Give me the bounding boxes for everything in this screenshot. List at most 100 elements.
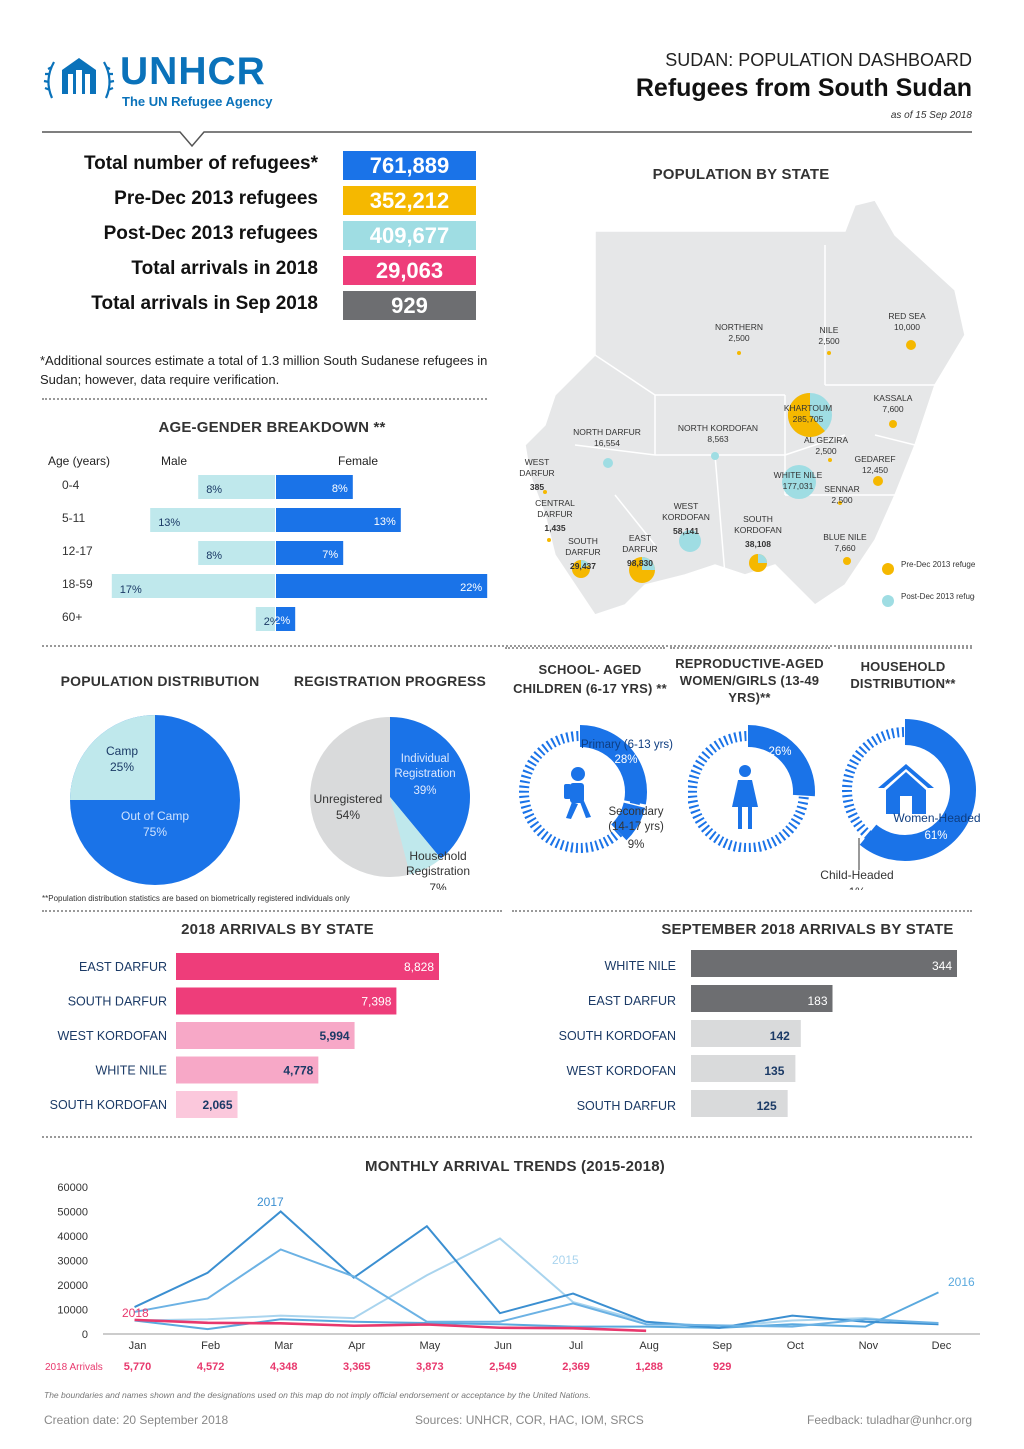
- age-label: 18-59: [62, 577, 93, 591]
- kassala-dot: [889, 420, 897, 428]
- kpi-label: Post-Dec 2013 refugees: [103, 223, 318, 244]
- arrivals-sep-state: EAST DARFUR: [588, 994, 676, 1008]
- female-bar: [276, 475, 353, 499]
- arrivals-sep-bar: [691, 1090, 788, 1117]
- northern-dot: [737, 351, 741, 355]
- state-label: NORTHERN 2,500: [715, 322, 763, 343]
- y-tick-label: 50000: [57, 1207, 88, 1219]
- male-bar: [198, 541, 275, 565]
- arrivals-sep-state: SOUTH KORDOFAN: [559, 1029, 676, 1043]
- arrivals-sep-title: SEPTEMBER 2018 ARRIVALS BY STATE: [661, 921, 954, 938]
- divider: [42, 645, 972, 647]
- female-pct: 22%: [460, 582, 482, 594]
- repro-title: REPRODUCTIVE-AGED WOMEN/GIRLS (13-49 YRS…: [675, 656, 824, 705]
- kpi-label: Total number of refugees*: [83, 153, 318, 174]
- state-label: WEST KORDOFAN 58,141: [662, 501, 710, 536]
- nile-dot: [827, 351, 831, 355]
- female-pct: 8%: [332, 483, 348, 495]
- x-tick-label: Apr: [348, 1340, 365, 1352]
- blue-nile-dot: [843, 557, 851, 565]
- arrivals-2018-value: 7,398: [361, 995, 391, 1009]
- arrivals-2018-value: 5,994: [320, 1029, 350, 1043]
- pop-dist-pie: Camp 25% Out of Camp 75%: [70, 715, 240, 885]
- divider: [42, 1136, 972, 1138]
- out-pct: 75%: [143, 825, 167, 839]
- arrivals-sep-bar: [691, 1055, 796, 1082]
- arrivals-row-value: 4,572: [197, 1361, 225, 1373]
- arrivals-row-label: 2018 Arrivals: [45, 1362, 103, 1373]
- male-pct: 8%: [206, 550, 222, 562]
- male-bar: [255, 607, 275, 631]
- arrivals-row-value: 2,549: [489, 1361, 517, 1373]
- age-gender-chart: 0-4 8% 8% 5-11 13% 13% 12-17 8% 7% 18-59 17% 22% 60+…: [62, 475, 488, 631]
- child-label: Child-Headed: [820, 868, 893, 882]
- west-kordofan-pie: [679, 530, 701, 552]
- registration-title: REGISTRATION PROGRESS: [293, 673, 487, 689]
- school-donut: Primary (6-13 yrs) 28% 9% Secondary (14-1…: [519, 725, 673, 853]
- male-pct: 13%: [158, 517, 180, 529]
- kpi-value: 761,889: [343, 151, 476, 180]
- kpi-value: 29,063: [343, 256, 476, 285]
- arrivals-2018-bar: [176, 987, 397, 1015]
- org-subtitle: The UN Refugee Agency: [122, 94, 273, 109]
- y-tick-label: 30000: [57, 1256, 88, 1268]
- male-pct: 2%: [264, 616, 280, 628]
- arrivals-2018-chart: EAST DARFUR 8,828 SOUTH DARFUR 7,398 WEST KO…: [50, 953, 439, 1118]
- state-label: EAST DARFUR 98,830: [622, 533, 657, 568]
- primary-label: Primary (6-13 yrs): [581, 739, 673, 751]
- monthly-trend-chart: 0 10000 20000 30000 40000 50000 60000 Jan Feb Mar…: [45, 1182, 980, 1373]
- series-line-2018: [134, 1318, 647, 1333]
- state-label: SOUTH KORDOFAN 38,108: [734, 514, 782, 549]
- unhcr-logo: UNHCR The UN Refugee Agency: [42, 48, 302, 118]
- y-tick-label: 0: [82, 1329, 88, 1341]
- arrivals-2018-value: 2,065: [202, 1098, 232, 1112]
- y-tick-label: 40000: [57, 1231, 88, 1243]
- child-pct: 1%: [849, 887, 866, 890]
- x-tick-label: May: [419, 1340, 440, 1352]
- secondary-pct: 9%: [628, 839, 645, 851]
- arrivals-row-value: 5,770: [124, 1361, 152, 1373]
- as-of-date: as of 15 Sep 2018: [890, 110, 972, 121]
- sudan-map: NORTHERN 2,500 NILE 2,500 RED SEA 10,000 KASSA…: [519, 199, 975, 616]
- female-bar: [276, 508, 401, 532]
- disclaimer: The boundaries and names shown and the d…: [44, 1390, 591, 1400]
- legend-pre-label: Pre-Dec 2013 refugees: [901, 560, 975, 569]
- x-tick-label: Jun: [494, 1340, 512, 1352]
- pop-dist-note: **Population distribution statistics are…: [42, 894, 350, 903]
- org-name: UNHCR: [120, 50, 266, 93]
- arrivals-sep-value: 344: [932, 959, 952, 973]
- series-label: 2015: [552, 1253, 579, 1267]
- arrivals-2018-bar: [176, 1056, 319, 1084]
- male-col-header: Male: [161, 454, 188, 468]
- legend-pre-swatch: [882, 563, 894, 575]
- sources: Sources: UNHCR, COR, HAC, IOM, SRCS: [415, 1413, 644, 1427]
- kpi-label: Pre-Dec 2013 refugees: [114, 188, 318, 209]
- arrivals-2018-state: WEST KORDOFAN: [57, 1029, 167, 1043]
- x-tick-label: Sep: [712, 1340, 732, 1352]
- women-pct: 61%: [924, 830, 947, 842]
- state-label: NORTH DARFUR 16,554: [573, 427, 641, 448]
- y-tick-label: 60000: [57, 1182, 88, 1194]
- camp-label: Camp: [106, 744, 138, 758]
- arrivals-sep-value: 142: [770, 1029, 790, 1043]
- house-icon: [878, 764, 934, 814]
- arrivals-sep-chart: WHITE NILE 344 EAST DARFUR 183 SOUTH KORDOFA…: [559, 950, 957, 1117]
- unreg-pct: 54%: [336, 808, 360, 822]
- age-label: 60+: [62, 610, 82, 624]
- arrivals-row-value: 929: [713, 1361, 731, 1373]
- kpi-label: Total arrivals in 2018: [131, 258, 318, 279]
- state-label: WEST DARFUR 385: [519, 457, 554, 492]
- arrivals-row-value: 1,288: [635, 1361, 663, 1373]
- state-label: RED SEA 10,000: [888, 311, 926, 332]
- state-label: NORTH KORDOFAN 8,563: [678, 423, 758, 444]
- state-label: GEDAREF 12,450: [854, 454, 895, 475]
- child-icon: [564, 767, 591, 819]
- male-bar: [150, 508, 275, 532]
- feedback-link[interactable]: Feedback: tuladhar@unhcr.org: [807, 1413, 972, 1427]
- divider: [670, 647, 830, 649]
- state-label: NILE 2,500: [818, 325, 840, 346]
- individual-label: Individual Registration: [394, 753, 455, 780]
- registration-pie: Individual Registration 39% Unregistered …: [310, 717, 470, 890]
- arrivals-sep-bar: [691, 1020, 801, 1047]
- household-title: HOUSEHOLD DISTRIBUTION**: [850, 659, 956, 691]
